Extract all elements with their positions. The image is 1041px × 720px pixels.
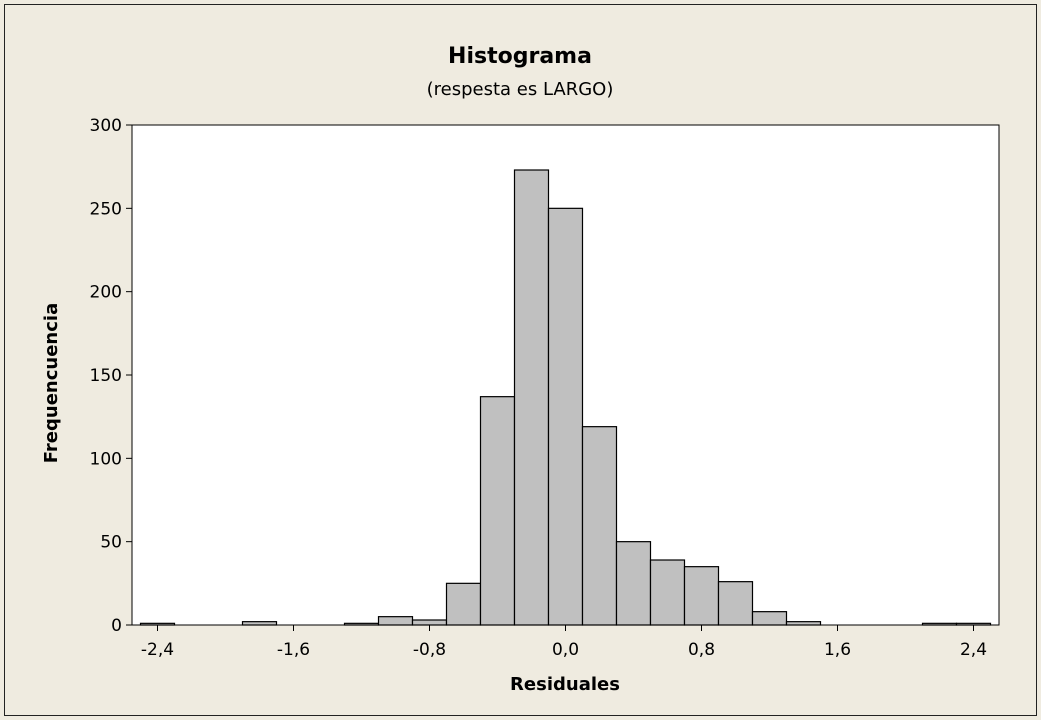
histogram-bar	[343, 622, 380, 626]
x-axis: -2,4 -1,6 -0,8 0,0 0,8 1,6 2,4	[141, 625, 987, 660]
y-axis-label: Frequencuencia	[41, 303, 62, 463]
y-tick-label: 100	[90, 449, 122, 469]
chart-title: Histograma	[448, 44, 592, 69]
x-axis-label: Residuales	[510, 674, 620, 695]
histogram-bar	[921, 622, 958, 626]
histogram-bar	[751, 611, 788, 626]
histogram-bar	[241, 621, 278, 626]
x-tick-label: 0,0	[552, 640, 579, 660]
x-tick-label: -2,4	[141, 640, 174, 660]
chart-subtitle: (respesta es LARGO)	[427, 79, 614, 100]
histogram-bar	[139, 622, 176, 626]
histogram-bar	[547, 207, 584, 626]
x-tick-label: 2,4	[960, 640, 987, 660]
histogram-bar	[513, 169, 550, 626]
x-tick-label: -0,8	[413, 640, 446, 660]
y-axis: 0 50 100 150 200 250 300	[90, 116, 132, 636]
histogram-bar	[683, 566, 720, 626]
histogram-bar	[615, 541, 652, 626]
x-tick-label: 0,8	[688, 640, 715, 660]
histogram-chart: Histograma (respesta es LARGO) 0 50 100 150…	[41, 44, 1000, 695]
histogram-bar	[411, 619, 448, 626]
histogram-bar	[479, 396, 516, 626]
y-tick-label: 150	[90, 366, 122, 386]
histogram-bar	[581, 426, 618, 626]
histogram-bar	[717, 581, 754, 626]
x-tick-label: 1,6	[824, 640, 851, 660]
y-tick-label: 200	[90, 283, 122, 303]
y-tick-label: 250	[90, 199, 122, 219]
histogram-bar	[955, 622, 992, 626]
histogram-bar	[377, 616, 414, 626]
y-tick-label: 0	[111, 616, 122, 636]
y-tick-label: 300	[90, 116, 122, 136]
bars-layer	[139, 169, 992, 626]
histogram-bar	[445, 582, 482, 626]
histogram-bar	[785, 621, 822, 626]
y-tick-label: 50	[100, 533, 122, 553]
histogram-bar	[649, 559, 686, 626]
x-tick-label: -1,6	[277, 640, 310, 660]
chart-frame: Histograma (respesta es LARGO) 0 50 100 150…	[4, 4, 1037, 716]
